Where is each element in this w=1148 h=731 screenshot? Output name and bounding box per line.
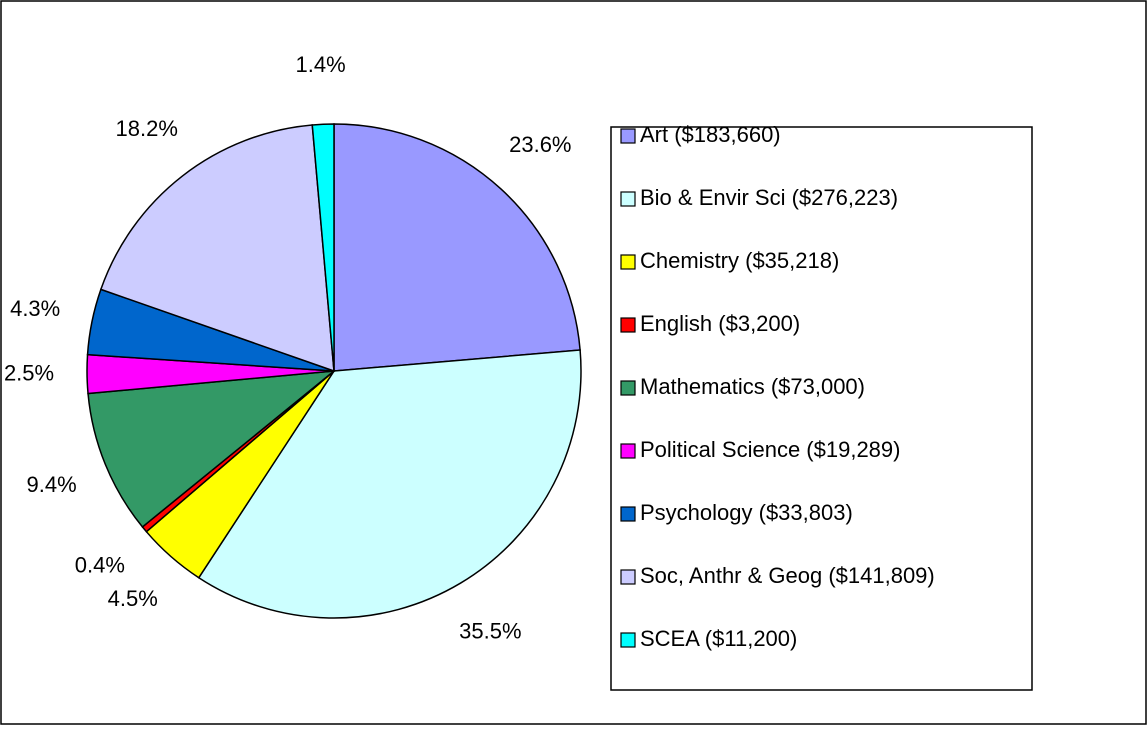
data-label: 18.2% [116, 116, 178, 141]
legend-swatch [620, 632, 636, 648]
pie-slice [197, 349, 582, 619]
legend-label: Mathematics ($73,000) [640, 374, 865, 399]
legend-box [610, 126, 1033, 691]
legend-label: English ($3,200) [640, 311, 800, 336]
legend-label: Political Science ($19,289) [640, 437, 900, 462]
legend-swatch [620, 380, 636, 396]
legend-swatch [620, 443, 636, 459]
legend-swatch [620, 569, 636, 585]
data-label: 4.3% [10, 296, 60, 321]
legend-swatch [620, 506, 636, 522]
legend-label: Bio & Envir Sci ($276,223) [640, 185, 898, 210]
legend-label: Psychology ($33,803) [640, 500, 853, 525]
pie-slice [99, 124, 335, 373]
legend-swatch [620, 128, 636, 144]
legend-label: Art ($183,660) [640, 122, 781, 147]
data-label: 35.5% [459, 619, 521, 644]
legend-swatch [620, 317, 636, 333]
data-label: 23.6% [509, 132, 571, 157]
legend-swatch [620, 191, 636, 207]
data-label: 2.5% [4, 361, 54, 386]
pie-slice [333, 123, 581, 372]
legend-label: SCEA ($11,200) [640, 626, 797, 651]
pie-slice [87, 370, 337, 528]
data-label: 1.4% [295, 52, 345, 77]
legend-label: Chemistry ($35,218) [640, 248, 839, 273]
pie-slice [311, 123, 335, 372]
legend-label: Soc, Anthr & Geog ($141,809) [640, 563, 935, 588]
data-label: 0.4% [75, 552, 125, 577]
data-label: 9.4% [26, 472, 76, 497]
legend-swatch [620, 254, 636, 270]
data-label: 4.5% [108, 586, 158, 611]
